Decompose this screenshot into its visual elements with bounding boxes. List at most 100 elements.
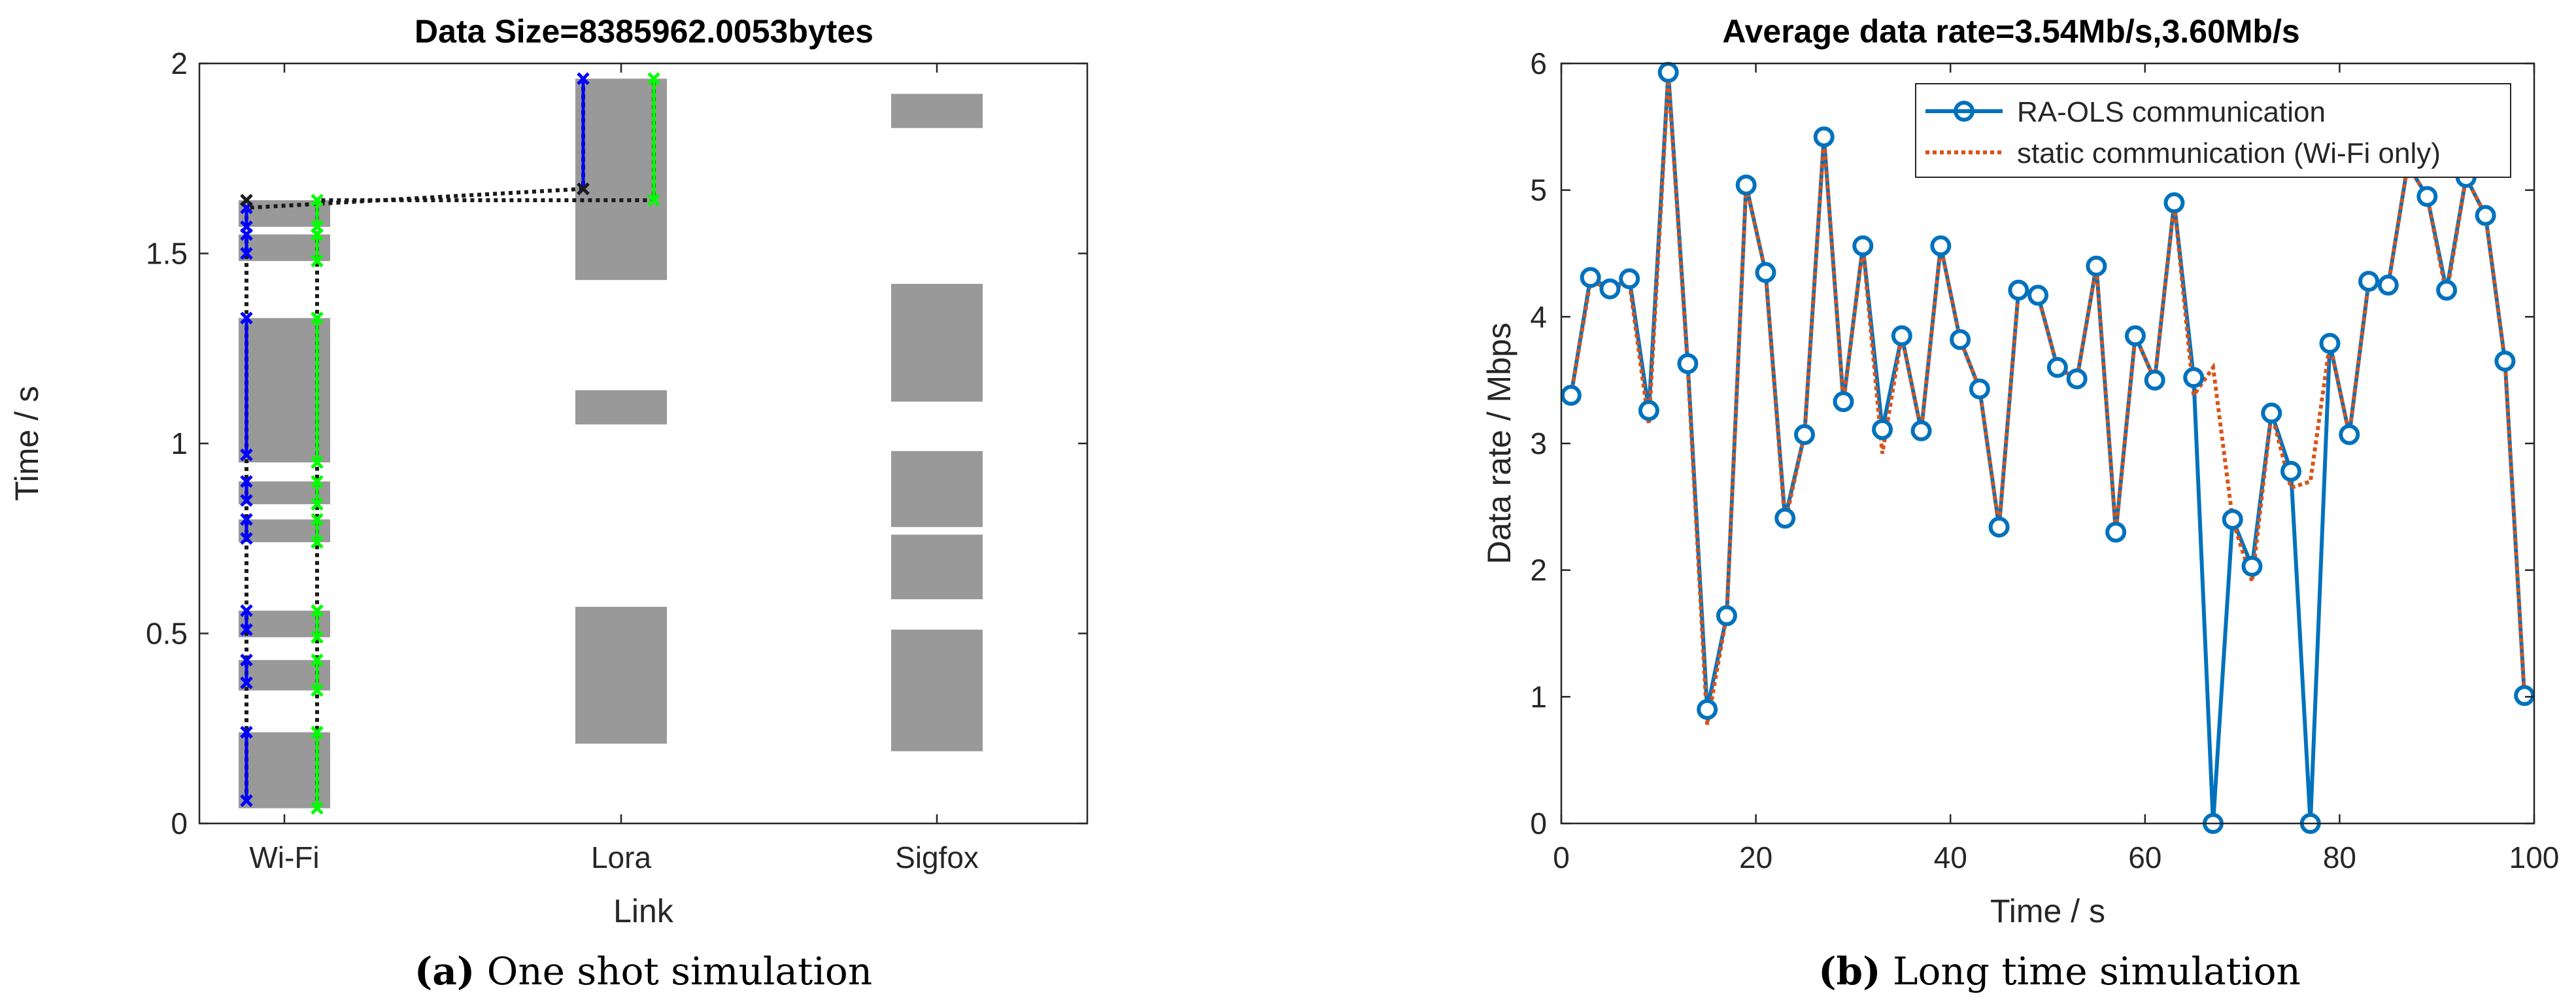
series-raols-point <box>1619 268 1640 290</box>
series-raols-point <box>2105 521 2127 543</box>
chart-b-xlabel: Time / s <box>1990 893 2105 929</box>
tx-marker-static <box>311 801 324 815</box>
tx-marker-static <box>311 220 324 233</box>
tx-marker-ra-ols <box>240 494 253 507</box>
series-raols-point <box>1657 61 1679 83</box>
series-raols-point <box>2261 402 2282 424</box>
busy-block-sigfox <box>891 94 983 128</box>
tx-marker-ra-ols <box>240 448 253 462</box>
series-raols-point <box>2377 274 2399 296</box>
x-tick-label: 60 <box>2128 840 2161 874</box>
x-tick-label: 100 <box>2509 840 2560 874</box>
tx-marker-static <box>311 194 324 207</box>
y-tick-label: 3 <box>1530 426 1547 460</box>
series-raols-point <box>1774 508 1796 529</box>
tx-marker-ra-ols <box>577 72 590 86</box>
tx-marker-static <box>311 254 324 268</box>
x-tick-label: Sigfox <box>895 840 979 874</box>
chart-long-time-simulation: Average data rate=3.54Mb/s,3.60Mb/s 0 1 2 3… <box>1481 13 2559 993</box>
x-tick-label: 0 <box>1553 840 1570 874</box>
tx-marker-ra-ols <box>240 725 253 739</box>
y-tick-label: 4 <box>1530 300 1547 334</box>
series-raols-point <box>2086 255 2107 277</box>
tx-marker-ra-ols <box>240 532 253 545</box>
series-raols-point <box>1852 235 1874 256</box>
series-raols-point <box>2436 279 2458 301</box>
series-raols-point <box>1891 325 1912 347</box>
series-raols-point <box>1560 385 1582 406</box>
series-raols-point <box>2475 205 2496 226</box>
tx-marker-static <box>311 475 324 488</box>
busy-block-wifi <box>239 660 330 691</box>
tx-marker-static <box>647 72 660 86</box>
chart-b-y-ticks: 0 1 2 3 4 5 6 <box>1530 46 2534 840</box>
series-raols-point <box>2514 685 2535 706</box>
series-raols-point <box>1638 400 1659 421</box>
series-raols-point <box>2027 285 2049 306</box>
tx-marker-static <box>311 498 324 511</box>
tx-marker-ra-ols <box>240 247 253 260</box>
chart-b-caption-text: Long time simulation <box>1881 949 2301 993</box>
chart-a-y-ticks: 0 0.5 1 1.5 2 <box>146 46 1087 840</box>
legend-box <box>1915 83 2511 178</box>
x-tick-label: Wi-Fi <box>249 840 319 874</box>
x-tick-label: Lora <box>591 840 651 874</box>
series-static-line <box>1568 76 2527 725</box>
legend-static-label: static communication (Wi-Fi only) <box>2017 137 2441 169</box>
y-tick-label: 6 <box>1530 46 1547 80</box>
series-raols-point <box>1735 174 1757 196</box>
chart-b-caption: (b) Long time simulation <box>1818 949 2301 993</box>
tx-marker-ra-ols <box>240 604 253 617</box>
series-raols-point <box>1697 699 1718 720</box>
x-tick-label: 80 <box>2323 840 2356 874</box>
chart-b-legend: RA-OLS communication static communicatio… <box>1915 83 2511 178</box>
y-tick-label: 0 <box>1530 806 1547 840</box>
tx-marker-static <box>311 653 324 666</box>
x-tick-label: 40 <box>1934 840 1967 874</box>
series-raols-point <box>2339 424 2360 445</box>
tx-marker-static <box>311 456 324 469</box>
series-raols-point <box>1580 267 1601 288</box>
handoff-marker <box>577 182 590 196</box>
series-raols-point <box>1677 353 1699 374</box>
tx-marker-ra-ols <box>240 220 253 233</box>
chart-a-ylabel: Time / s <box>8 386 45 501</box>
series-raols-point <box>1813 126 1835 148</box>
busy-block-sigfox <box>891 283 983 402</box>
series-raols-point <box>2008 279 2029 301</box>
series-raols-point <box>1988 516 2010 538</box>
tx-marker-ra-ols <box>240 513 253 526</box>
busy-block-wifi <box>239 732 330 808</box>
busy-block-lora <box>575 78 667 281</box>
series-raols-point <box>2280 460 2301 482</box>
tx-marker-static <box>647 194 660 207</box>
series-raols-point <box>2222 509 2243 530</box>
series-raols-point <box>1794 424 1815 445</box>
series-raols-point <box>2183 367 2205 389</box>
chart-b-caption-label: (b) <box>1818 949 1880 993</box>
series-raols-point <box>1716 605 1737 627</box>
legend-raols-label: RA-OLS communication <box>2017 96 2326 128</box>
chart-a-caption-text: One shot simulation <box>475 949 872 993</box>
tx-marker-static <box>311 631 324 644</box>
chart-b-plot-area <box>1560 61 2535 834</box>
series-raols-point <box>2066 368 2088 390</box>
chart-b-ylabel: Data rate / Mbps <box>1481 322 1517 564</box>
chart-a-xlabel: Link <box>613 893 674 929</box>
busy-block-wifi <box>239 318 330 463</box>
y-tick-label: 1.5 <box>146 237 188 271</box>
series-raols-point <box>1969 378 1990 400</box>
series-raols-point <box>2124 325 2146 347</box>
series-raols-point <box>2319 333 2341 354</box>
y-tick-label: 2 <box>171 46 188 80</box>
y-tick-label: 0.5 <box>146 617 188 651</box>
tx-marker-ra-ols <box>240 794 253 807</box>
busy-block-sigfox <box>891 534 983 600</box>
series-raols-point <box>2163 192 2185 214</box>
tx-marker-static <box>311 311 324 325</box>
chart-a-x-ticks: Wi-Fi Lora Sigfox <box>249 63 979 874</box>
chart-a-busy-blocks <box>239 78 983 808</box>
series-raols-point <box>1910 420 1932 441</box>
y-tick-label: 0 <box>171 806 188 840</box>
